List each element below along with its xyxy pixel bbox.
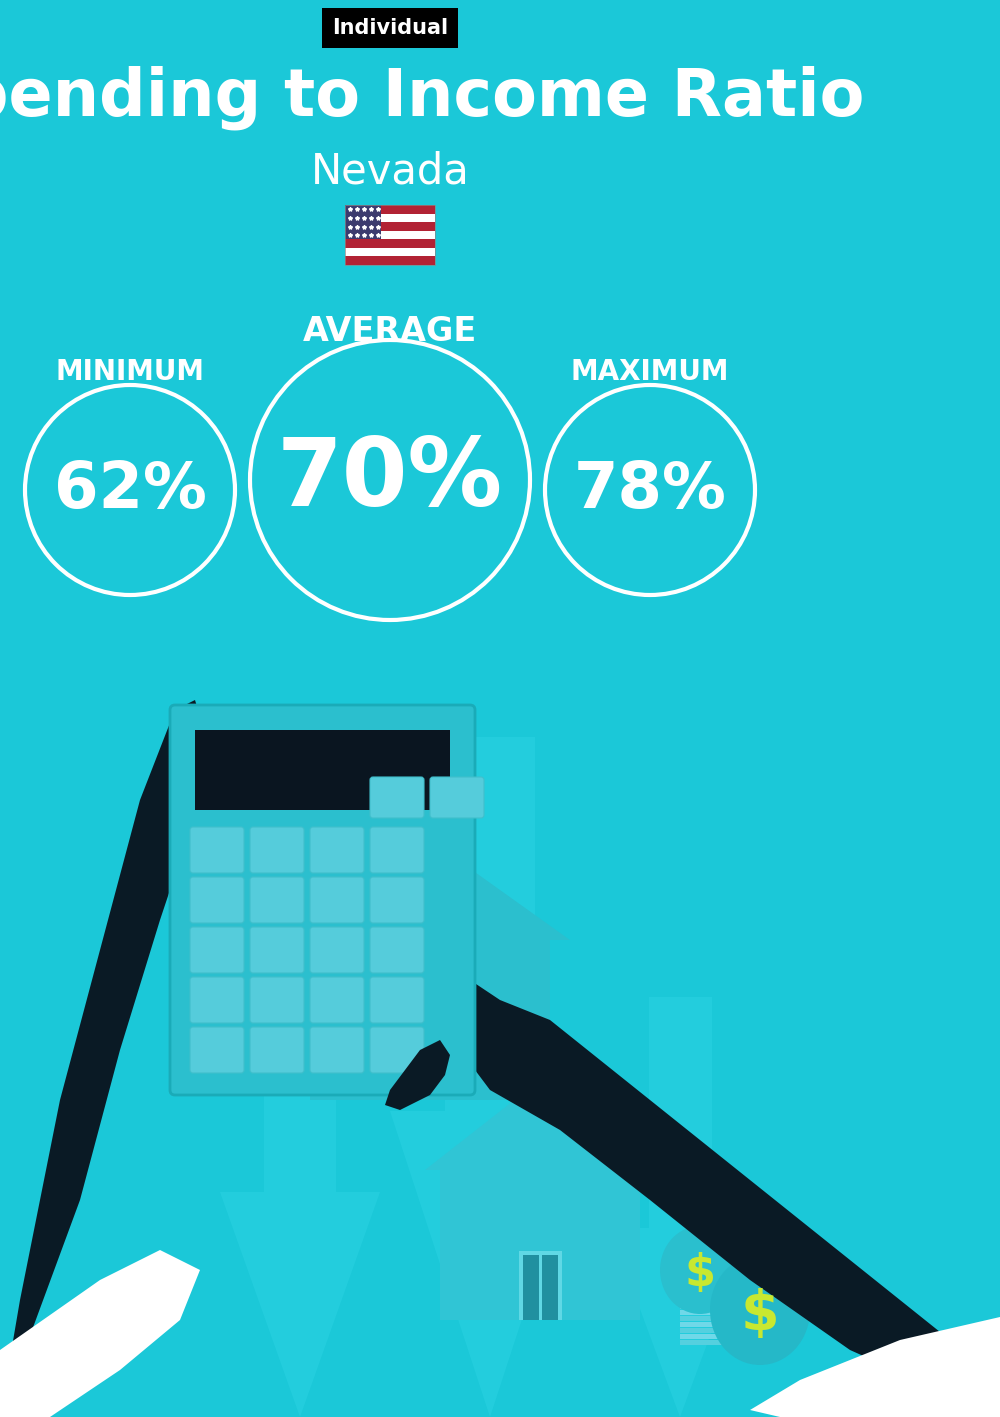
Text: $: $	[741, 1288, 779, 1342]
FancyBboxPatch shape	[370, 828, 424, 873]
FancyBboxPatch shape	[430, 777, 484, 818]
Ellipse shape	[710, 1255, 810, 1365]
Polygon shape	[610, 1229, 750, 1417]
Polygon shape	[220, 1192, 380, 1417]
FancyBboxPatch shape	[190, 927, 244, 973]
Bar	[440, 1170, 640, 1321]
FancyBboxPatch shape	[370, 1027, 424, 1073]
Bar	[690, 1221, 710, 1238]
Bar	[510, 1100, 535, 1151]
Bar	[680, 1298, 770, 1304]
FancyBboxPatch shape	[190, 877, 244, 922]
Bar	[345, 231, 435, 239]
Bar	[345, 205, 435, 265]
Text: 78%: 78%	[574, 459, 726, 521]
Polygon shape	[425, 1080, 655, 1170]
FancyBboxPatch shape	[370, 927, 424, 973]
FancyBboxPatch shape	[250, 828, 304, 873]
Bar	[345, 222, 435, 231]
Text: MINIMUM: MINIMUM	[56, 359, 205, 385]
Bar	[680, 1328, 770, 1333]
Bar	[518, 1251, 562, 1321]
FancyBboxPatch shape	[310, 976, 364, 1023]
FancyBboxPatch shape	[250, 1027, 304, 1073]
Bar	[648, 998, 712, 1229]
Bar	[680, 1316, 770, 1321]
Bar	[345, 239, 435, 248]
Bar	[748, 1250, 772, 1270]
Polygon shape	[460, 981, 1000, 1417]
FancyBboxPatch shape	[250, 976, 304, 1023]
Polygon shape	[750, 1316, 1000, 1417]
FancyBboxPatch shape	[370, 877, 424, 922]
Polygon shape	[390, 1111, 590, 1417]
Text: MAXIMUM: MAXIMUM	[571, 359, 729, 385]
Bar	[345, 205, 381, 239]
Polygon shape	[0, 1250, 200, 1417]
Text: $: $	[684, 1253, 716, 1295]
Bar	[345, 248, 435, 256]
Polygon shape	[0, 700, 210, 1417]
Text: 70%: 70%	[277, 434, 503, 526]
FancyBboxPatch shape	[190, 828, 244, 873]
Bar	[680, 1309, 770, 1315]
Bar	[522, 1255, 538, 1321]
FancyBboxPatch shape	[370, 976, 424, 1023]
Bar	[542, 1255, 558, 1321]
FancyBboxPatch shape	[310, 877, 364, 922]
FancyBboxPatch shape	[310, 828, 364, 873]
FancyBboxPatch shape	[370, 777, 424, 818]
Bar	[345, 256, 435, 265]
FancyBboxPatch shape	[250, 927, 304, 973]
Bar	[680, 1340, 770, 1345]
Bar	[264, 917, 336, 1192]
Text: AVERAGE: AVERAGE	[303, 315, 477, 349]
FancyBboxPatch shape	[250, 877, 304, 922]
Polygon shape	[290, 840, 570, 939]
Bar	[680, 1304, 770, 1309]
Text: Spending to Income Ratio: Spending to Income Ratio	[0, 65, 865, 129]
Text: 62%: 62%	[54, 459, 206, 521]
FancyBboxPatch shape	[190, 1027, 244, 1073]
FancyBboxPatch shape	[310, 1027, 364, 1073]
Text: Individual: Individual	[332, 18, 448, 38]
Bar	[680, 1322, 770, 1326]
Bar	[518, 1251, 530, 1321]
FancyBboxPatch shape	[170, 706, 475, 1095]
Bar	[550, 1251, 562, 1321]
Bar	[445, 737, 535, 1111]
FancyBboxPatch shape	[190, 976, 244, 1023]
Bar	[310, 939, 550, 1100]
Text: Nevada: Nevada	[311, 150, 469, 191]
Bar	[680, 1333, 770, 1339]
Bar	[345, 214, 435, 222]
FancyBboxPatch shape	[310, 927, 364, 973]
Bar	[195, 730, 450, 811]
Ellipse shape	[660, 1226, 740, 1314]
Polygon shape	[385, 1040, 450, 1110]
Bar	[345, 205, 435, 214]
